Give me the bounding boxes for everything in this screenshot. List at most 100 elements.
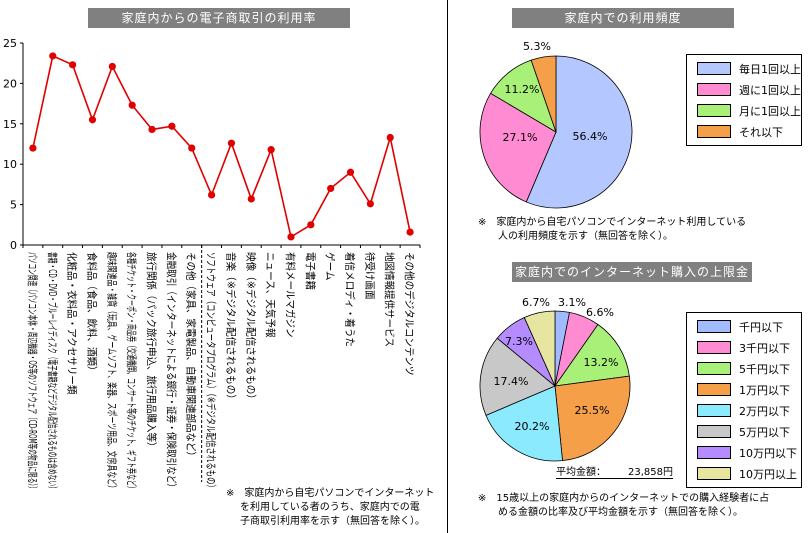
- note-line: ※ 家庭内から自宅パソコンでインターネット利用している: [478, 217, 747, 228]
- legend-label: 10万円以下: [739, 446, 797, 460]
- purchase-limit-note: ※ 15歳以上の家庭内からのインターネットでの購入経験者に占 める金額の比率及び…: [478, 492, 808, 520]
- legend-swatch: [697, 125, 731, 138]
- category-label: 音楽（※デジタル配信されるもの）: [224, 252, 237, 404]
- note-line: ※ 15歳以上の家庭内からのインターネットでの購入経験者に占: [478, 493, 770, 504]
- y-tick-label: 5: [10, 199, 17, 212]
- legend-label: それ以下: [739, 125, 783, 139]
- legend-entry: 5千円以下: [687, 358, 801, 379]
- legend-entry: 3千円以下: [687, 337, 801, 358]
- pie-slice: [479, 92, 557, 203]
- legend-swatch: [697, 404, 731, 417]
- legend-label: 2万円以下: [739, 404, 790, 418]
- legend-label: 毎日1回以上: [739, 62, 801, 76]
- note-line: ※ 家庭内から自宅パソコンでインターネット: [226, 488, 435, 499]
- data-point: [327, 184, 335, 193]
- data-point: [148, 125, 156, 134]
- data-point: [307, 221, 315, 229]
- legend-entry: 週に1回以上: [687, 79, 801, 100]
- legend-entry: 1万円以下: [687, 379, 801, 400]
- frequency-legend: 毎日1回以上週に1回以上月に1回以上 それ以下: [686, 54, 802, 146]
- legend-swatch: [697, 362, 731, 375]
- pie-slice: [525, 55, 633, 209]
- purchase-limit-chart-title: 家庭内でのインターネット購入の上限金額: [512, 262, 752, 299]
- category-label: ゲーム: [324, 252, 336, 281]
- legend-entry: 毎日1回以上: [687, 58, 801, 79]
- data-point: [287, 233, 295, 241]
- slice-value-label: 56.4%: [573, 130, 608, 143]
- data-point: [267, 146, 275, 154]
- legend-label: 5万円以下: [739, 425, 790, 439]
- legend-entry: 2万円以下: [687, 400, 801, 421]
- category-label: 食料品（食品、飲料、酒類）: [85, 252, 98, 376]
- category-label: ソフトウェア（コンピュータプログラム）（※デジタル配信されるもの）: [205, 252, 218, 492]
- legend-swatch: [697, 467, 731, 480]
- average-label: 平均金額：: [556, 467, 606, 478]
- slice-value-label: 25.5%: [575, 404, 610, 417]
- legend-swatch: [697, 320, 731, 333]
- slice-value-label: 7.3%: [505, 335, 533, 348]
- slice-value-label: 13.2%: [584, 356, 619, 369]
- category-label: 金融取引（インターネットによる銀行・証券・保険取引など）: [165, 252, 178, 492]
- data-point: [29, 144, 37, 152]
- legend-swatch: [697, 341, 731, 354]
- category-label: 着信メロディ・着うた: [344, 252, 357, 347]
- panel-divider: [447, 0, 448, 533]
- legend-entry: 10万円以上: [687, 463, 801, 484]
- slice-value-label: 6.6%: [586, 306, 614, 319]
- category-label: 有料メールマガジン: [284, 252, 297, 338]
- data-point: [108, 62, 116, 71]
- data-point: [386, 133, 394, 142]
- slice-value-label: 3.1%: [558, 296, 586, 309]
- line-chart-title: 家庭内からの電子商取引の利用率: [88, 8, 350, 28]
- data-point: [49, 52, 57, 60]
- data-point: [188, 144, 196, 152]
- category-label: 趣味関連品・雑貨（玩具、ゲームソフト、楽器、スポーツ用品、文房具など）: [105, 252, 118, 492]
- legend-label: 5千円以下: [739, 362, 790, 376]
- data-point: [207, 191, 216, 199]
- data-point: [128, 101, 136, 109]
- average-value: 23,858円: [628, 467, 673, 478]
- data-point: [69, 61, 77, 69]
- slice-value-label: 11.2%: [505, 83, 540, 96]
- y-tick-label: 10: [3, 158, 17, 171]
- y-tick-label: 25: [3, 37, 17, 50]
- purchase-limit-legend: 千円以下 3千円以下 5千円以下 1万円以下 2万円以下 5万円以下 10万円以下 10万円以…: [686, 312, 802, 488]
- frequency-note: ※ 家庭内から自宅パソコンでインターネット利用している 人の利用頻度を示す（無回…: [478, 216, 808, 244]
- line-chart-note: ※ 家庭内から自宅パソコンでインターネット を利用している者のうち、家庭内での電…: [226, 487, 446, 529]
- series-line: [32, 54, 411, 239]
- slice-value-label: 17.4%: [494, 375, 529, 388]
- legend-entry: それ以下: [687, 121, 801, 142]
- legend-swatch: [697, 83, 731, 96]
- legend-swatch: [697, 446, 731, 459]
- legend-entry: 月に1回以上: [687, 100, 801, 121]
- pie-slice: [485, 385, 563, 462]
- slice-value-label: 27.1%: [503, 131, 538, 144]
- pie-slice: [479, 337, 556, 416]
- category-label: その他（家具、家電製品、自動車関連部品など）: [185, 252, 198, 461]
- data-point: [346, 168, 355, 176]
- category-label: 地図情報提供サービス: [383, 252, 396, 347]
- note-line: 人の利用頻度を示す（無回答を除く）。: [498, 231, 673, 242]
- note-line: を利用している者のうち、家庭内での電: [240, 502, 420, 513]
- legend-swatch: [697, 62, 731, 75]
- average-amount: 平均金額： 23,858円: [556, 463, 673, 479]
- category-label: パソコン関連（パソコン本体・周辺機器・OS等のソフトウェア（CD-ROM等の物品…: [26, 252, 39, 492]
- data-point: [88, 116, 97, 124]
- category-label: ニュース、天気予報: [264, 252, 277, 338]
- frequency-chart-title: 家庭内での利用頻度: [512, 8, 734, 28]
- pie-slice: [554, 323, 630, 387]
- category-label: 待受け画面: [363, 252, 376, 300]
- category-label: 書籍・CD・DVD・ブルーレイディスク（電子書籍などデジタル配信されるものは含め…: [46, 252, 59, 492]
- category-label: 旅行関係（パック旅行申込、旅行用品購入等）: [145, 252, 158, 452]
- data-point: [168, 122, 176, 130]
- data-point: [227, 139, 236, 147]
- category-label: その他のデジタルコンテンツ: [403, 252, 416, 376]
- slice-value-label: 20.2%: [515, 420, 550, 433]
- pie-slice: [530, 55, 557, 133]
- slice-value-label: 6.7%: [522, 296, 550, 309]
- y-tick-label: 0: [10, 239, 17, 252]
- category-label: 電子書籍: [304, 252, 317, 290]
- note-line: める金額の比率及び平均金額を示す（無回答を除く）。: [498, 507, 743, 518]
- legend-label: 月に1回以上: [739, 104, 801, 118]
